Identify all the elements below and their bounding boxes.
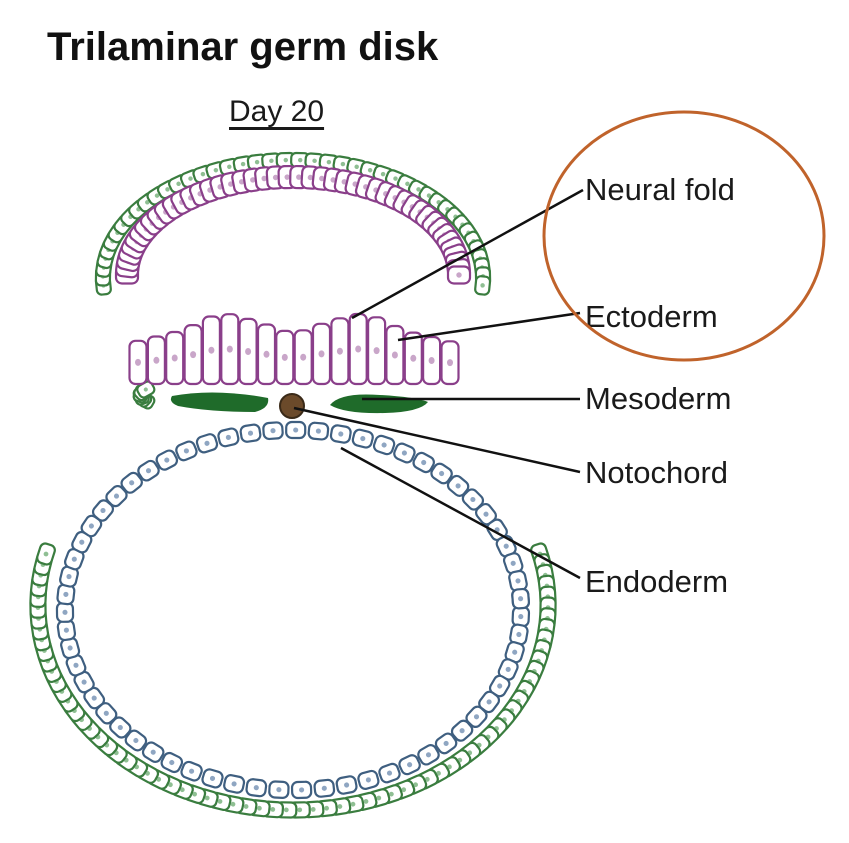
mesoderm-right (330, 394, 428, 414)
mesoderm-left (170, 392, 269, 412)
diagram-subtitle: Day 20 (229, 95, 325, 128)
ectoderm-ring-cells (114, 164, 472, 285)
notochord-label: Notochord (585, 455, 728, 490)
notochord (279, 393, 305, 419)
cell-layers (29, 151, 557, 819)
neural-fold-leader (351, 188, 584, 320)
yolk-sac-outer-cells (29, 542, 557, 819)
endoderm-leader (340, 446, 581, 580)
neural-plate-cells (128, 312, 460, 386)
ectoderm-label: Ectoderm (585, 299, 718, 334)
endoderm-cells (55, 420, 531, 800)
mesoderm-label: Mesoderm (585, 381, 731, 416)
neural-fold-label: Neural fold (585, 172, 735, 207)
neck-outer-cells-left (132, 380, 156, 410)
notochord-leader (293, 406, 581, 474)
diagram-title: Trilaminar germ disk (47, 25, 439, 69)
highlight-circle (542, 110, 826, 362)
endoderm-label: Endoderm (585, 564, 728, 599)
ectoderm-leader (397, 311, 581, 342)
